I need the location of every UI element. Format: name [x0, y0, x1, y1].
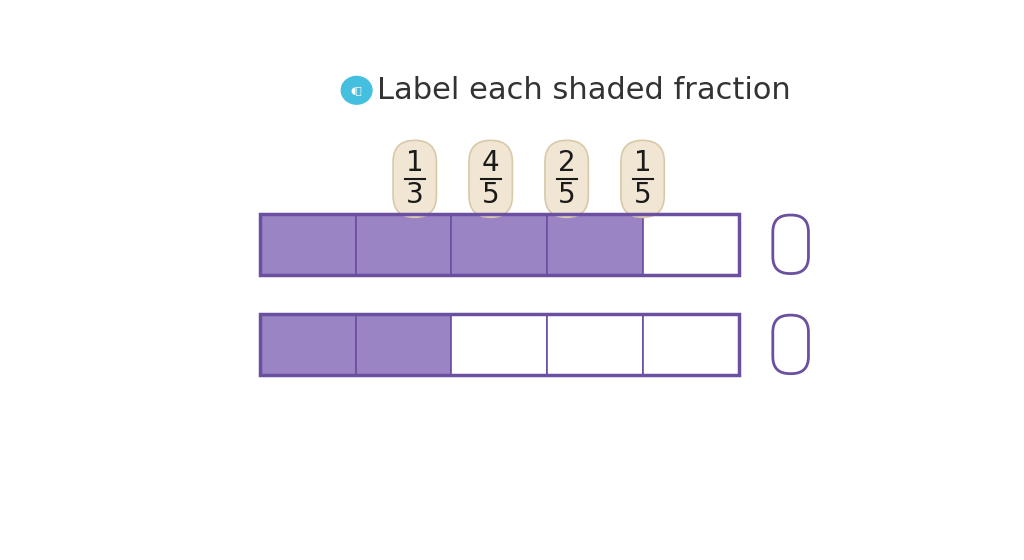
- Text: 1: 1: [634, 150, 651, 178]
- Bar: [452, 314, 547, 375]
- Text: 2: 2: [558, 150, 575, 178]
- Text: 4: 4: [482, 150, 500, 178]
- Text: 3: 3: [406, 181, 424, 209]
- Bar: [643, 213, 738, 275]
- Bar: [260, 213, 355, 275]
- FancyBboxPatch shape: [773, 315, 809, 374]
- FancyBboxPatch shape: [545, 141, 589, 217]
- Bar: [452, 213, 547, 275]
- Bar: [547, 314, 643, 375]
- Bar: [547, 213, 643, 275]
- Text: 5: 5: [634, 181, 651, 209]
- FancyBboxPatch shape: [469, 141, 512, 217]
- Bar: [260, 213, 738, 275]
- FancyBboxPatch shape: [773, 215, 809, 274]
- FancyBboxPatch shape: [621, 141, 665, 217]
- Bar: [260, 314, 738, 375]
- Bar: [643, 314, 738, 375]
- Text: Label each shaded fraction: Label each shaded fraction: [377, 76, 791, 105]
- Bar: [260, 314, 355, 375]
- Ellipse shape: [341, 76, 372, 104]
- Text: 1: 1: [406, 150, 424, 178]
- Text: 5: 5: [558, 181, 575, 209]
- Bar: [355, 213, 452, 275]
- Bar: [355, 314, 452, 375]
- Text: 5: 5: [482, 181, 500, 209]
- Text: ◖⧉: ◖⧉: [351, 85, 362, 95]
- FancyBboxPatch shape: [393, 141, 436, 217]
